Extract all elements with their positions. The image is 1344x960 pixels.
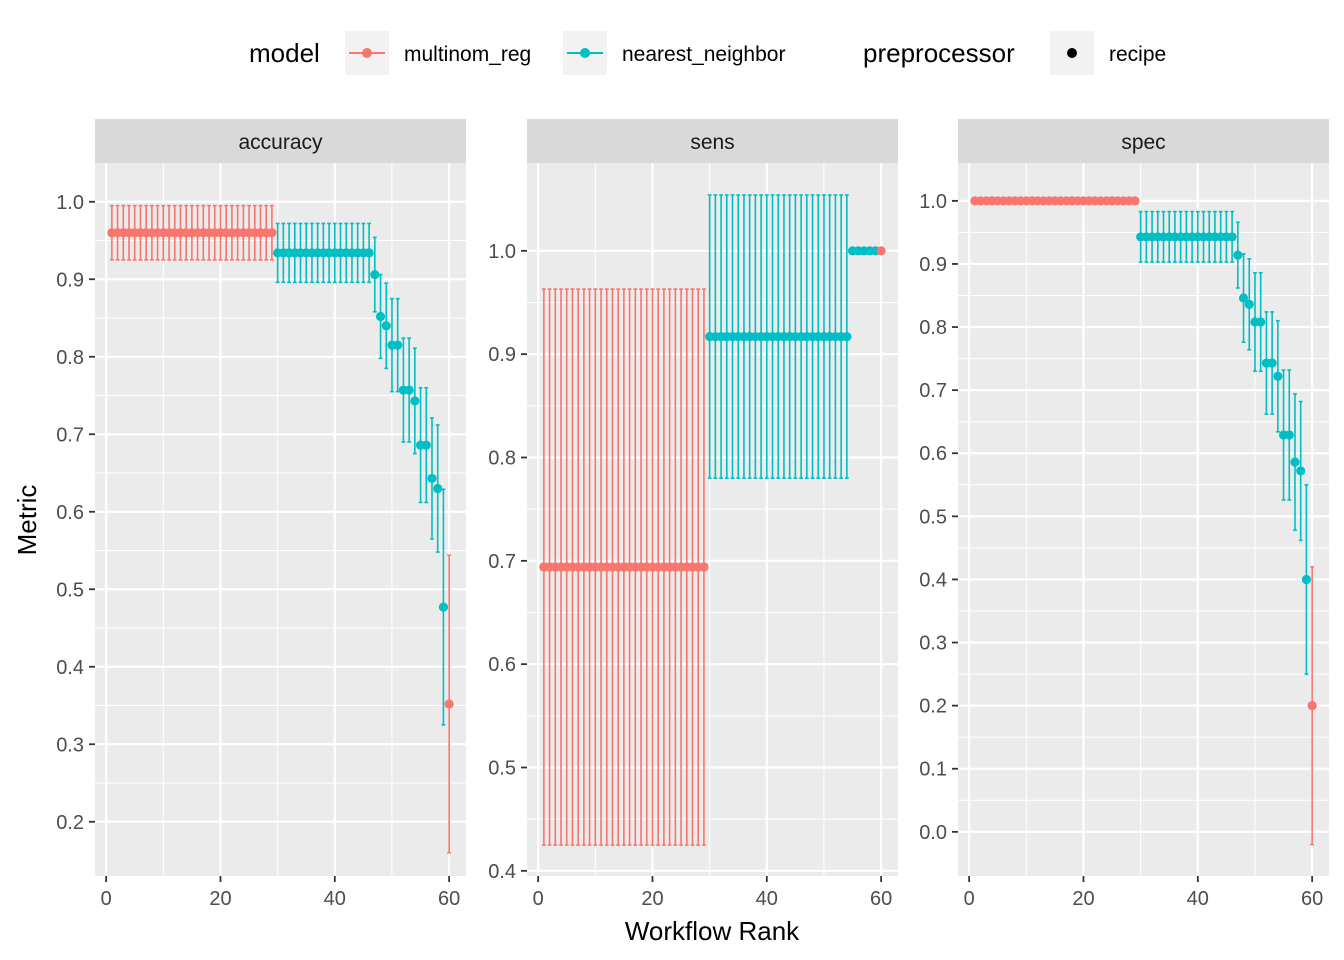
x-tick-label: 40 [324,888,346,910]
y-tick-label: 0.5 [919,506,947,528]
panel-background-spec [958,163,1329,876]
y-tick-label: 0.6 [488,654,516,676]
legend-key-point-recipe [1067,48,1077,58]
legend-label-recipe: recipe [1109,43,1166,66]
x-tick-label: 0 [964,888,975,910]
y-tick-label: 0.9 [488,344,516,366]
data-point [1227,232,1237,242]
data-point [1273,371,1283,381]
strip-label-sens: sens [690,131,734,154]
y-tick-label: 0.6 [919,443,947,465]
y-tick-label: 0.8 [919,317,947,339]
data-point [876,246,886,256]
y-tick-label: 0.3 [919,633,947,655]
x-tick-label: 0 [533,888,544,910]
data-point [1296,466,1306,476]
data-point [421,440,431,450]
data-point [370,270,380,280]
x-tick-label: 60 [1301,888,1323,910]
data-point [427,473,437,484]
y-tick-label: 0.9 [919,254,947,276]
data-point [1256,317,1266,327]
y-tick-label: 0.4 [56,657,84,679]
strip-label-spec: spec [1121,131,1165,154]
data-point [267,228,277,238]
legend-item-multinom-reg: multinom_reg [345,31,531,75]
x-tick-label: 20 [641,888,663,910]
data-point [1301,574,1312,585]
data-point [444,699,454,709]
data-point [1307,701,1317,711]
x-tick-label: 20 [209,888,231,910]
x-tick-label: 60 [438,888,460,910]
legend-label-multinom-reg: multinom_reg [404,43,531,66]
data-point [1244,299,1254,309]
y-tick-label: 1.0 [488,241,516,263]
y-tick-label: 0.2 [56,812,84,834]
legend-key-point-nearest-neighbor [580,48,590,58]
data-point [364,248,374,258]
strip-sens [527,119,898,163]
x-tick-label: 40 [756,888,778,910]
y-tick-label: 0.5 [488,758,516,780]
x-tick-label: 40 [1187,888,1209,910]
y-tick-label: 0.4 [919,569,947,591]
data-point [381,321,391,331]
data-point [404,385,414,395]
data-point [1233,250,1243,260]
y-tick-label: 0.4 [488,861,516,883]
y-tick-label: 0.7 [488,551,516,573]
legend: model multinom_reg nearest_neighbor prep… [249,31,1166,75]
y-tick-label: 0.5 [56,579,84,601]
y-tick-label: 0.0 [919,822,947,844]
panel-background-sens [527,163,898,876]
y-tick-label: 1.0 [56,192,84,214]
strip-label-accuracy: accuracy [238,131,323,154]
data-point [699,562,709,572]
y-tick-label: 0.3 [56,734,84,756]
y-tick-label: 0.8 [488,448,516,470]
x-tick-label: 20 [1072,888,1094,910]
panel-accuracy: accuracy 0.2 0.3 0.4 0.5 0.6 0.7 0.8 0.9 1.0 0 20 40… [56,119,466,910]
facet-panels: accuracy 0.2 0.3 0.4 0.5 0.6 0.7 0.8 0.9 1.0 0 20 40… [56,119,1329,910]
y-tick-label: 0.8 [56,347,84,369]
x-axis-title: Workflow Rank [625,916,800,946]
legend-item-recipe: recipe [1050,31,1166,75]
panel-sens: sens 0.4 0.5 0.6 0.7 0.8 0.9 1.0 0 20 40 60 [488,119,898,910]
y-tick-label: 0.2 [919,696,947,718]
data-point [393,340,403,350]
panel-background-accuracy [95,163,466,876]
data-point [433,483,443,494]
y-tick-label: 0.7 [919,380,947,402]
y-tick-label: 0.1 [919,759,947,781]
legend-title-preprocessor: preprocessor [863,38,1015,68]
y-tick-label: 1.0 [919,191,947,213]
legend-title-model: model [249,38,320,68]
data-point [1267,358,1277,368]
data-point [1290,457,1300,467]
data-point [1238,293,1249,303]
panel-spec: spec 0.0 0.1 0.2 0.3 0.4 0.5 0.6 0.7 0.8 0.9 1.0 0 20… [919,119,1329,910]
strip-accuracy [95,119,466,163]
data-point [842,332,852,342]
legend-label-nearest-neighbor: nearest_neighbor [622,43,785,66]
data-point [1284,430,1294,440]
y-tick-label: 0.9 [56,269,84,291]
x-tick-label: 60 [870,888,892,910]
legend-key-point-multinom-reg [362,48,372,58]
y-tick-label: 0.7 [56,424,84,446]
strip-spec [958,119,1329,163]
y-axis-title: Metric [12,485,42,556]
x-tick-label: 0 [101,888,112,910]
data-point [438,602,449,612]
data-point [1130,196,1140,206]
data-point [375,311,386,322]
legend-item-nearest-neighbor: nearest_neighbor [563,31,785,75]
data-point [410,396,420,406]
y-tick-label: 0.6 [56,502,84,524]
